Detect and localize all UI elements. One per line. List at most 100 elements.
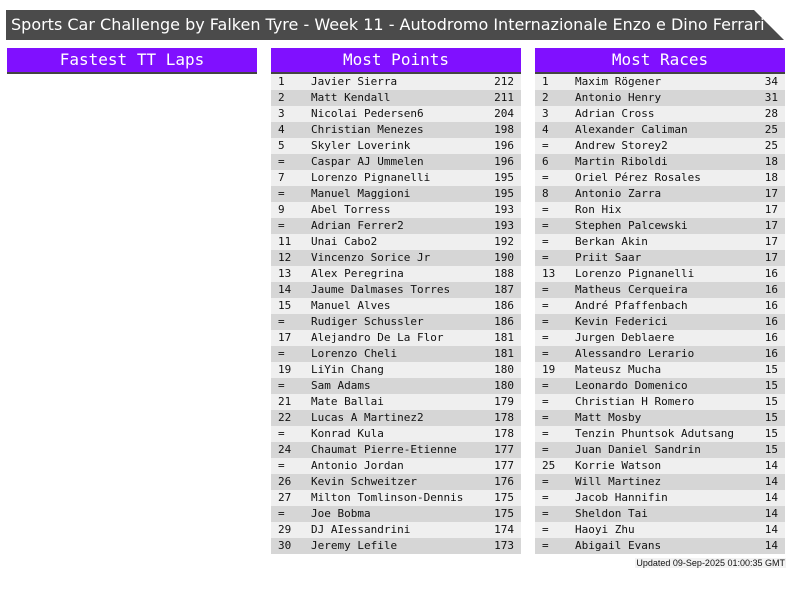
table-row: = Konrad Kula 178 [271,426,521,442]
value-cell: 14 [764,507,778,520]
table-row: = Oriel Pérez Rosales 18 [535,170,785,186]
position-cell: 1 [542,75,549,88]
driver-name-cell: Lucas A Martinez2 [311,411,424,424]
driver-name-cell: Abigail Evans [575,539,662,552]
driver-name-cell: Alexander Caliman [575,123,688,136]
value-cell: 175 [494,507,514,520]
value-cell: 15 [764,379,778,392]
value-cell: 31 [764,91,778,104]
value-cell: 18 [764,155,778,168]
table-row: 25 Korrie Watson 14 [535,458,785,474]
table-row: 17 Alejandro De La Flor 181 [271,330,521,346]
value-cell: 196 [494,139,514,152]
table-row: = Juan Daniel Sandrin 15 [535,442,785,458]
table-row: = Christian H Romero 15 [535,394,785,410]
driver-name-cell: Antonio Zarra [575,187,662,200]
value-cell: 187 [494,283,514,296]
driver-name-cell: Antonio Henry [575,91,662,104]
driver-name-cell: Korrie Watson [575,459,662,472]
position-cell: 21 [278,395,292,408]
table-row: = Leonardo Domenico 15 [535,378,785,394]
driver-name-cell: Maxim Rögener [575,75,662,88]
driver-name-cell: Antonio Jordan [311,459,404,472]
position-cell: 4 [542,123,549,136]
driver-name-cell: Martin Riboldi [575,155,668,168]
position-cell: 3 [278,107,285,120]
position-cell: 12 [278,251,292,264]
position-cell: 14 [278,283,292,296]
value-cell: 204 [494,107,514,120]
position-cell: = [542,443,549,456]
value-cell: 16 [764,315,778,328]
driver-name-cell: André Pfaffenbach [575,299,688,312]
table-row: 2 Matt Kendall 211 [271,90,521,106]
driver-name-cell: Manuel Maggioni [311,187,411,200]
position-cell: = [542,427,549,440]
value-cell: 179 [494,395,514,408]
value-cell: 177 [494,459,514,472]
panel-header: Fastest TT Laps [7,48,257,74]
position-cell: 4 [278,123,285,136]
value-cell: 195 [494,187,514,200]
value-cell: 15 [764,363,778,376]
value-cell: 17 [764,235,778,248]
position-cell: 17 [278,331,292,344]
value-cell: 15 [764,411,778,424]
position-cell: = [542,299,549,312]
value-cell: 17 [764,251,778,264]
position-cell: 24 [278,443,292,456]
value-cell: 14 [764,459,778,472]
driver-name-cell: Sam Adams [311,379,371,392]
driver-name-cell: Mateusz Mucha [575,363,662,376]
position-cell: = [542,379,549,392]
driver-name-cell: Jeremy Lefile [311,539,398,552]
value-cell: 16 [764,299,778,312]
table-row: = Matheus Cerqueira 16 [535,282,785,298]
driver-name-cell: Mate Ballai [311,395,384,408]
driver-name-cell: Leonardo Domenico [575,379,688,392]
position-cell: 7 [278,171,285,184]
table-row: = Joe Bobma 175 [271,506,521,522]
position-cell: 6 [542,155,549,168]
value-cell: 181 [494,331,514,344]
table-row: 29 DJ AIessandrini 174 [271,522,521,538]
value-cell: 14 [764,523,778,536]
value-cell: 176 [494,475,514,488]
driver-name-cell: Priit Saar [575,251,642,264]
position-cell: 27 [278,491,292,504]
value-cell: 181 [494,347,514,360]
panel-most-points: Most Points 1 Javier Sierra 212 2 Matt Kenda… [271,48,521,554]
position-cell: 13 [542,267,556,280]
table-row: = Jurgen Deblaere 16 [535,330,785,346]
value-cell: 186 [494,315,514,328]
driver-name-cell: Jaume Dalmases Torres [311,283,451,296]
table-row: = Sheldon Tai 14 [535,506,785,522]
driver-name-cell: Lorenzo Pignanelli [311,171,431,184]
value-cell: 180 [494,379,514,392]
value-cell: 212 [494,75,514,88]
value-cell: 16 [764,267,778,280]
position-cell: = [542,235,549,248]
value-cell: 175 [494,491,514,504]
table-row: 27 Milton Tomlinson-Dennis 175 [271,490,521,506]
table-row: 13 Lorenzo Pignanelli 16 [535,266,785,282]
position-cell: = [542,219,549,232]
table-row: 26 Kevin Schweitzer 176 [271,474,521,490]
position-cell: = [542,475,549,488]
panel-header: Most Races [535,48,785,74]
table-row: 1 Javier Sierra 212 [271,74,521,90]
driver-name-cell: Unai Cabo2 [311,235,378,248]
table-row: 21 Mate Ballai 179 [271,394,521,410]
value-cell: 17 [764,187,778,200]
driver-name-cell: Stephen Palcewski [575,219,688,232]
table-row: = Antonio Jordan 177 [271,458,521,474]
table-row: = Lorenzo Cheli 181 [271,346,521,362]
table-row: = Will Martinez 14 [535,474,785,490]
value-cell: 186 [494,299,514,312]
driver-name-cell: Caspar AJ Ummelen [311,155,424,168]
table-row: = Berkan Akin 17 [535,234,785,250]
position-cell: = [542,251,549,264]
driver-name-cell: Juan Daniel Sandrin [575,443,701,456]
position-cell: 19 [278,363,292,376]
driver-name-cell: Vincenzo Sorice Jr [311,251,431,264]
